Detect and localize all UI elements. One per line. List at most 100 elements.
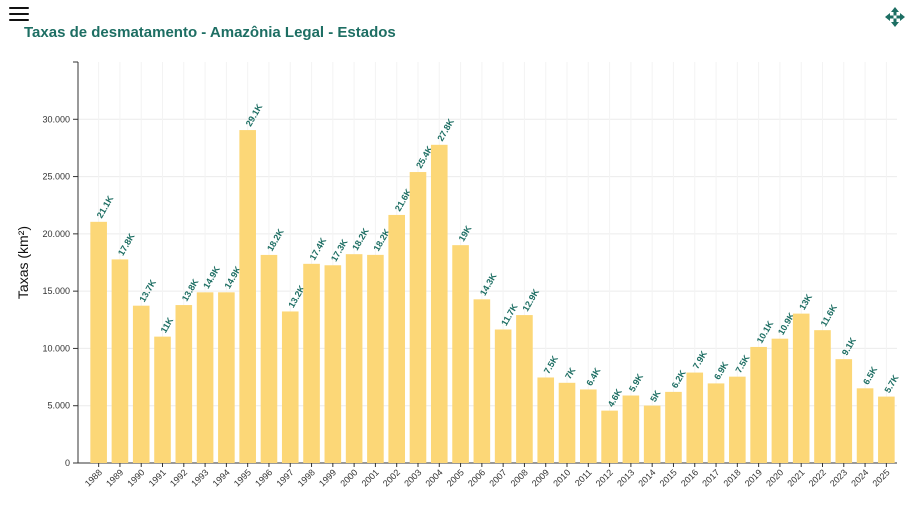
data-label: 17.8K (116, 231, 137, 257)
y-tick-label: 30.000 (42, 114, 70, 124)
y-axis-label: Taxas (km²) (15, 226, 31, 299)
x-tick-label: 1994 (211, 467, 232, 488)
bar[interactable] (367, 254, 384, 463)
x-tick-label: 1993 (189, 467, 210, 488)
bar[interactable] (750, 346, 767, 463)
x-tick-label: 1999 (317, 467, 338, 488)
bar[interactable] (537, 377, 555, 463)
data-label: 14.9K (201, 264, 222, 290)
data-label: 29.1K (244, 102, 265, 128)
x-tick-label: 2000 (338, 467, 359, 488)
data-label: 11.6K (819, 302, 840, 328)
bar[interactable] (835, 359, 853, 463)
x-tick-label: 1989 (104, 467, 125, 488)
x-tick-label: 2012 (594, 467, 615, 488)
x-tick-label: 2023 (828, 467, 849, 488)
x-tick-label: 2005 (445, 467, 466, 488)
bar[interactable] (409, 172, 427, 463)
bar[interactable] (324, 265, 342, 463)
bar[interactable] (452, 245, 469, 463)
x-tick-label: 2011 (573, 467, 594, 488)
bar[interactable] (622, 395, 640, 463)
data-label: 7.9K (691, 349, 709, 371)
x-tick-label: 1996 (253, 467, 274, 488)
bar[interactable] (260, 254, 278, 463)
data-label: 5.9K (627, 372, 645, 394)
data-label: 6.4K (584, 366, 602, 388)
bar[interactable] (196, 292, 214, 463)
data-label: 13.7K (137, 277, 158, 303)
x-tick-label: 2016 (679, 467, 700, 488)
data-label: 6.5K (861, 364, 879, 386)
bar[interactable] (643, 405, 661, 463)
data-label: 5.7K (882, 373, 900, 395)
data-label: 27.8K (435, 117, 456, 143)
bar[interactable] (601, 410, 618, 463)
bar[interactable] (281, 311, 299, 463)
x-tick-label: 2021 (785, 467, 806, 488)
x-tick-label: 2025 (871, 467, 892, 488)
data-label: 18.2K (350, 226, 371, 252)
x-tick-label: 2006 (466, 467, 487, 488)
bar[interactable] (90, 221, 107, 463)
data-label: 6.9K (712, 360, 730, 382)
hamburger-menu-icon[interactable] (9, 7, 29, 23)
x-tick-label: 1988 (83, 467, 104, 488)
x-tick-label: 2002 (381, 467, 402, 488)
bar[interactable] (729, 376, 746, 463)
bar[interactable] (132, 305, 150, 463)
x-tick-label: 2015 (658, 467, 679, 488)
bar[interactable] (388, 214, 406, 463)
y-tick-label: 15.000 (42, 286, 70, 296)
bar[interactable] (516, 315, 533, 463)
bar[interactable] (707, 383, 725, 463)
bar[interactable] (345, 254, 363, 463)
y-tick-label: 0 (65, 458, 70, 468)
data-label: 9.1K (840, 335, 858, 357)
bar[interactable] (430, 144, 448, 463)
data-label: 19K (457, 223, 474, 243)
x-tick-label: 2017 (700, 467, 721, 488)
bar[interactable] (558, 382, 576, 463)
bar[interactable] (686, 372, 704, 463)
bar[interactable] (579, 389, 597, 463)
x-tick-label: 2024 (849, 467, 870, 488)
x-tick-label: 2020 (764, 467, 785, 488)
bar[interactable] (792, 313, 810, 463)
x-tick-label: 2007 (487, 467, 508, 488)
bar[interactable] (494, 329, 512, 463)
x-tick-label: 2004 (423, 467, 444, 488)
y-tick-label: 5.000 (47, 401, 70, 411)
x-tick-label: 1990 (125, 467, 146, 488)
chart-title: Taxas de desmatamento - Amazônia Legal -… (24, 24, 396, 41)
bar[interactable] (771, 338, 789, 463)
bar[interactable] (856, 388, 874, 463)
data-label: 18.2K (265, 227, 286, 253)
x-tick-label: 1997 (274, 467, 295, 488)
bar[interactable] (218, 292, 235, 463)
bar[interactable] (878, 396, 895, 463)
bar[interactable] (154, 336, 171, 463)
data-label: 21.1K (95, 194, 116, 220)
x-tick-label: 1998 (296, 467, 317, 488)
bar[interactable] (239, 130, 256, 463)
x-tick-label: 2013 (615, 467, 636, 488)
x-tick-label: 1991 (147, 467, 168, 488)
bar[interactable] (814, 330, 831, 463)
data-label: 7.5K (542, 354, 560, 376)
x-tick-label: 2008 (509, 467, 530, 488)
y-tick-label: 25.000 (42, 172, 70, 182)
bar[interactable] (303, 263, 320, 463)
bar[interactable] (175, 305, 193, 463)
x-tick-label: 2014 (636, 467, 657, 488)
bar[interactable] (665, 391, 682, 463)
data-label: 14.3K (478, 271, 499, 297)
data-label: 13K (797, 292, 814, 312)
x-tick-label: 2010 (551, 467, 572, 488)
expand-arrows-icon[interactable] (884, 6, 906, 28)
bar[interactable] (111, 259, 129, 463)
bar[interactable] (473, 299, 491, 463)
data-label: 7.5K (733, 353, 751, 375)
y-tick-label: 20.000 (42, 229, 70, 239)
